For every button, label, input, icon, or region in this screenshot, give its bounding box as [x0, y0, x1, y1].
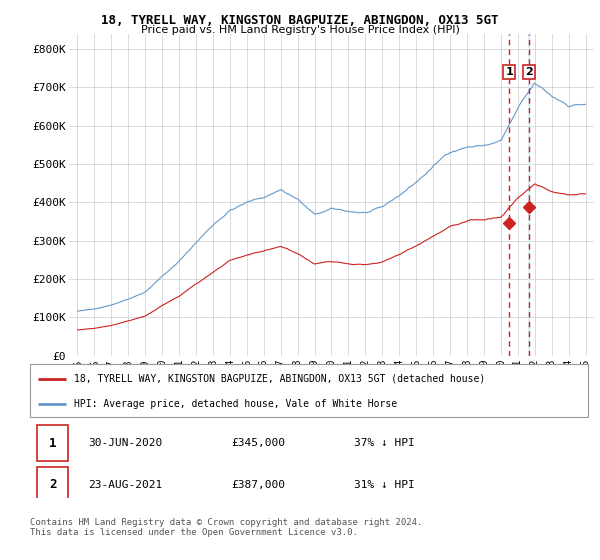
Bar	[37, 425, 68, 461]
Bar	[37, 466, 68, 503]
Text: 18, TYRELL WAY, KINGSTON BAGPUIZE, ABINGDON, OX13 5GT (detached house): 18, TYRELL WAY, KINGSTON BAGPUIZE, ABING…	[74, 374, 485, 384]
Text: 2: 2	[525, 67, 533, 77]
Text: 1: 1	[505, 67, 513, 77]
Text: 1: 1	[49, 437, 56, 450]
Text: 30-JUN-2020: 30-JUN-2020	[89, 438, 163, 448]
Text: HPI: Average price, detached house, Vale of White Horse: HPI: Average price, detached house, Vale…	[74, 399, 397, 409]
Text: 18, TYRELL WAY, KINGSTON BAGPUIZE, ABINGDON, OX13 5GT: 18, TYRELL WAY, KINGSTON BAGPUIZE, ABING…	[101, 14, 499, 27]
Text: 31% ↓ HPI: 31% ↓ HPI	[353, 480, 415, 490]
Text: Price paid vs. HM Land Registry's House Price Index (HPI): Price paid vs. HM Land Registry's House …	[140, 25, 460, 35]
Text: 37% ↓ HPI: 37% ↓ HPI	[353, 438, 415, 448]
Bar	[528, 34, 529, 356]
Text: 2: 2	[49, 478, 56, 491]
Text: £345,000: £345,000	[231, 438, 285, 448]
Text: Contains HM Land Registry data © Crown copyright and database right 2024.
This d: Contains HM Land Registry data © Crown c…	[30, 518, 422, 538]
Text: 23-AUG-2021: 23-AUG-2021	[89, 480, 163, 490]
Text: £387,000: £387,000	[231, 480, 285, 490]
